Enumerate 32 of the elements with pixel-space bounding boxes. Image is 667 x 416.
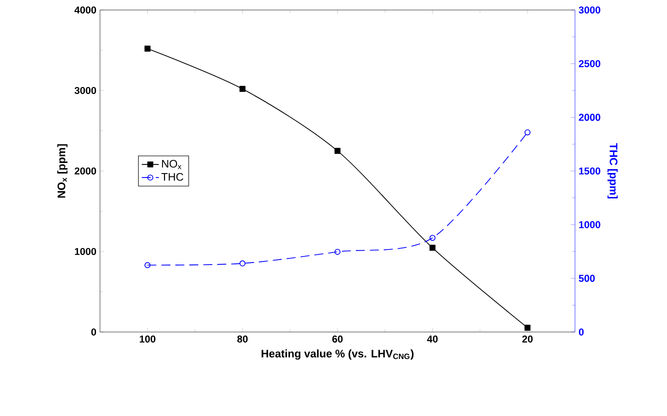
y2-tick-label: 3000 bbox=[578, 6, 600, 14]
x-tick-label: 60 bbox=[332, 336, 343, 343]
point bbox=[334, 148, 340, 154]
point bbox=[524, 129, 530, 136]
legend-label: NO$_{x}$ bbox=[162, 160, 182, 170]
y-tick-label: 0 bbox=[91, 328, 96, 336]
y2-tick-label: 0 bbox=[578, 328, 584, 336]
y2-axis-title: THC [ppm] bbox=[608, 143, 618, 198]
y-tick-label: 1000 bbox=[74, 248, 96, 256]
point bbox=[430, 234, 436, 241]
y-tick-label: 4000 bbox=[74, 6, 96, 14]
point bbox=[144, 262, 150, 268]
point bbox=[524, 324, 530, 331]
y2-tick-label: 500 bbox=[578, 274, 595, 282]
y2-tick-label: 2500 bbox=[578, 60, 600, 68]
y-axis-title: NO$_{x}$ [ppm] bbox=[57, 144, 68, 198]
x-tick-label: 80 bbox=[237, 336, 248, 343]
y2-tick-label: 1000 bbox=[579, 221, 600, 228]
y-tick-label: 2000 bbox=[74, 167, 96, 175]
x-tick-label: 20 bbox=[522, 336, 533, 343]
legend-label: THC bbox=[161, 173, 184, 181]
x-axis-title: Heating value % (vs. LHV$_{CNG}$) bbox=[262, 349, 414, 360]
point bbox=[240, 86, 246, 92]
point bbox=[144, 46, 150, 52]
x-tick-label: 100 bbox=[140, 336, 156, 343]
y2-tick-label: 2000 bbox=[578, 114, 600, 121]
point bbox=[334, 248, 340, 255]
y2-tick-label: 1500 bbox=[579, 167, 600, 175]
y-tick-label: 3000 bbox=[74, 86, 96, 94]
point bbox=[240, 260, 246, 266]
point bbox=[430, 244, 436, 251]
x-tick-label: 40 bbox=[427, 336, 438, 343]
